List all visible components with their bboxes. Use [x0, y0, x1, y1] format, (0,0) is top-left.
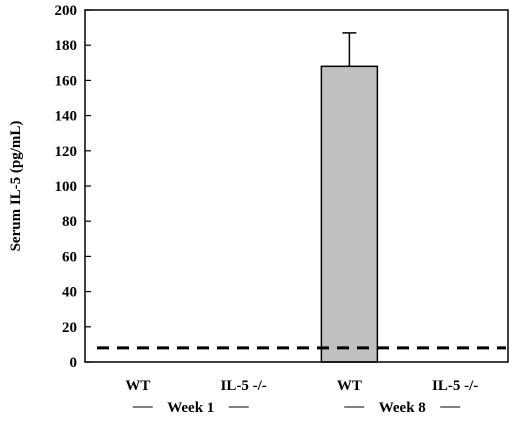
y-tick-label: 20	[62, 320, 77, 336]
y-tick-label: 100	[55, 179, 78, 195]
x-category-label: IL-5 -/-	[221, 378, 267, 394]
y-tick-label: 40	[62, 285, 77, 301]
y-tick-label: 140	[55, 109, 78, 125]
plot-frame	[84, 9, 509, 363]
group-label: Week 1	[167, 400, 214, 416]
y-tick-label: 80	[62, 214, 77, 230]
group-label: Week 8	[379, 400, 426, 416]
y-tick-label: 200	[55, 3, 78, 19]
y-axis-title: Serum IL-5 (pg/mL)	[8, 121, 24, 252]
bar	[320, 65, 379, 363]
y-axis-ticks: 0 20 40 60 80 100 120 140 160 180 200	[55, 3, 91, 371]
y-tick-label: 0	[70, 355, 78, 371]
y-tick-label: 160	[55, 73, 78, 89]
y-tick-label: 120	[55, 144, 78, 160]
x-axis-labels: WT IL-5 -/- WT IL-5 -/-	[125, 378, 478, 394]
x-category-label: WT	[125, 378, 150, 394]
bars	[320, 32, 379, 363]
x-category-label: WT	[337, 378, 362, 394]
group-labels: Week 1 Week 8	[132, 400, 461, 416]
y-tick-label: 180	[55, 38, 78, 54]
y-tick-label: 60	[62, 249, 77, 265]
x-category-label: IL-5 -/-	[432, 378, 478, 394]
